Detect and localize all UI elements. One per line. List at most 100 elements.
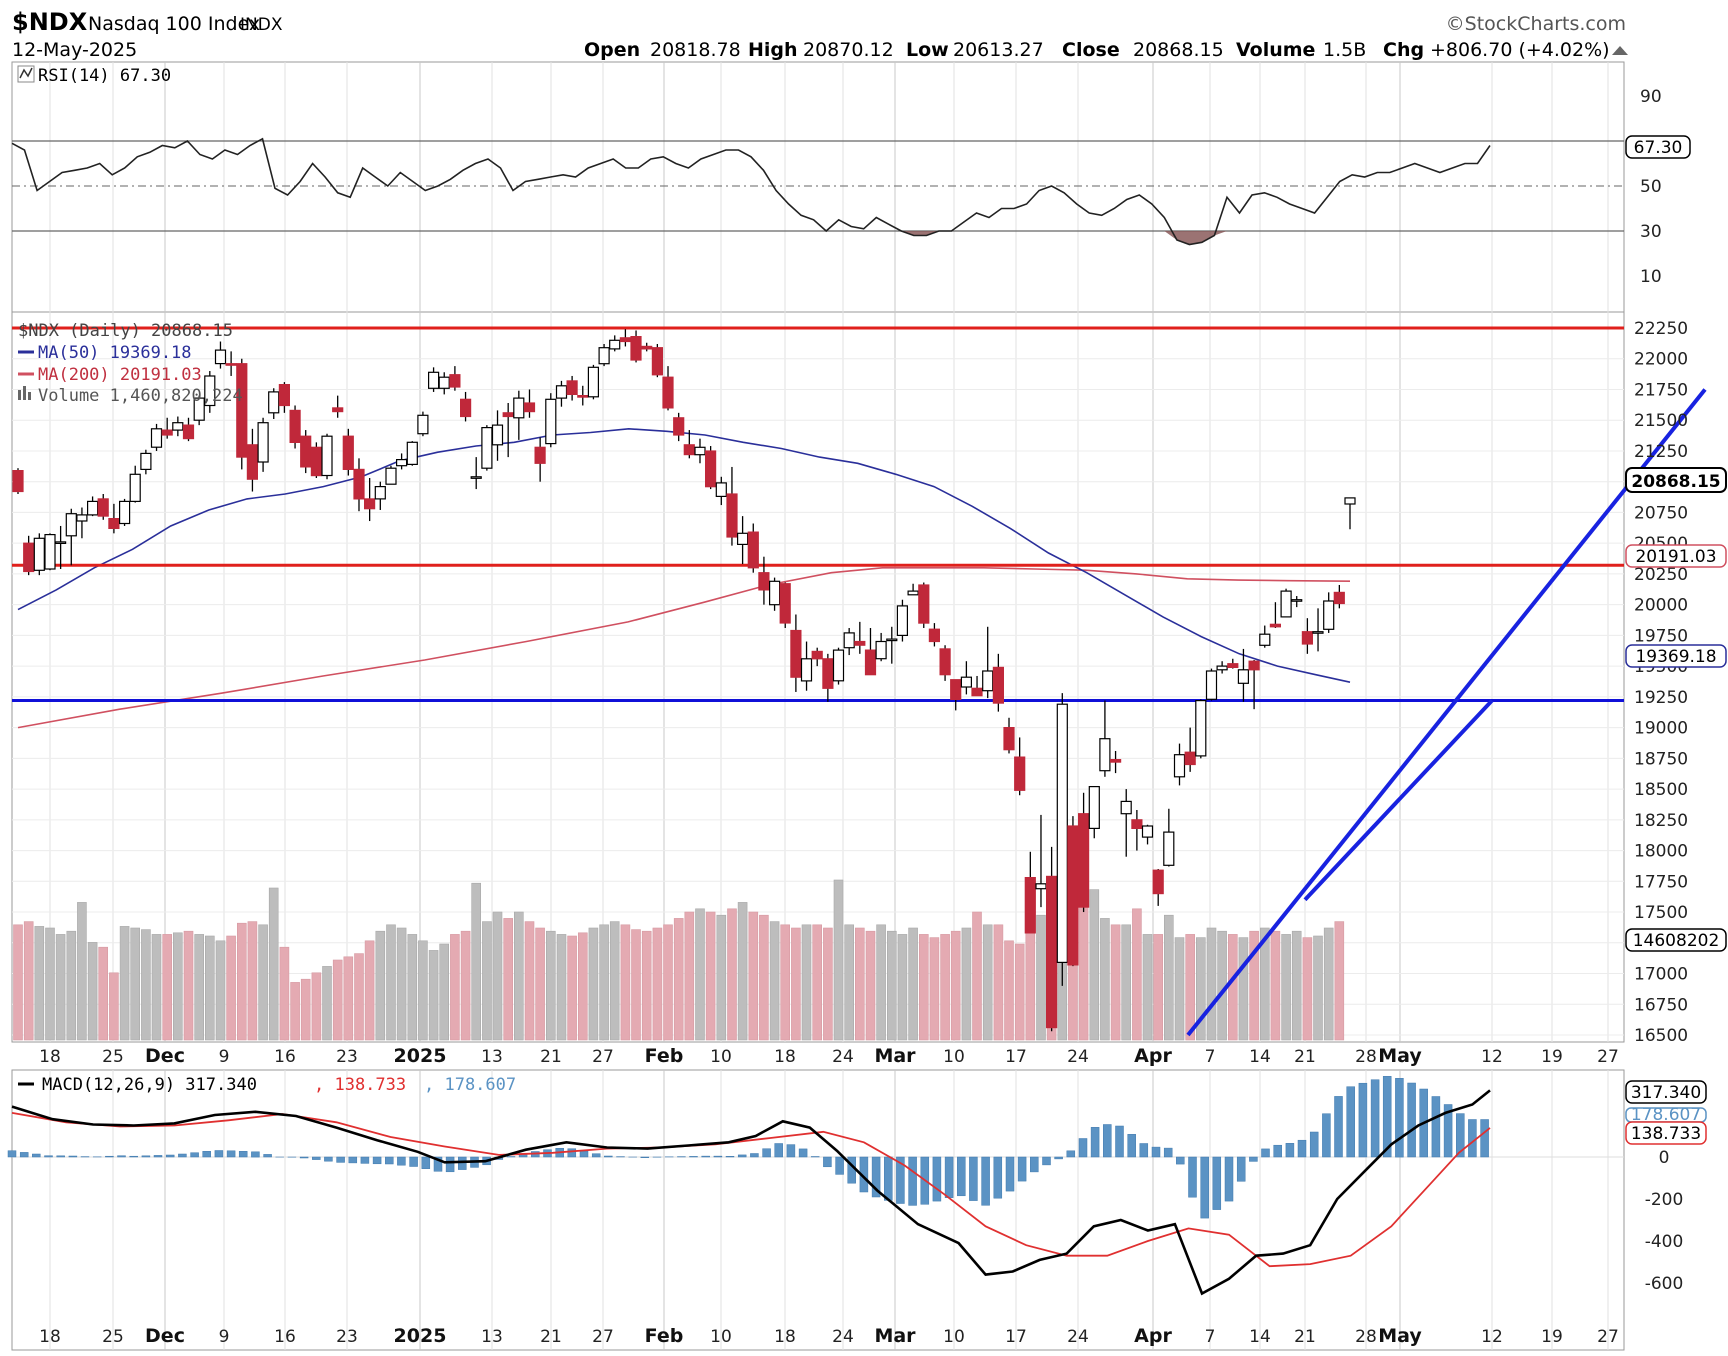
- candle-body: [97, 498, 109, 517]
- candle-body: [790, 629, 802, 678]
- macd-hist-bar: [884, 1156, 893, 1201]
- x-axis-label: 27: [1597, 1327, 1619, 1347]
- volume-bar: [396, 927, 407, 1041]
- x-axis-label: Dec: [145, 1045, 185, 1067]
- volume-bar: [1164, 914, 1174, 1041]
- candle-body: [76, 514, 88, 522]
- rsi-line: [11, 137, 1491, 246]
- volume-bar: [130, 927, 140, 1041]
- volume-bar: [34, 926, 45, 1041]
- candle-body: [214, 349, 227, 365]
- volume-bar: [620, 924, 631, 1041]
- volume-bar: [450, 934, 460, 1041]
- candle-body: [683, 444, 695, 456]
- close-value-tag: 20868.15: [1631, 472, 1720, 492]
- x-axis-label: 10: [710, 1047, 732, 1067]
- open-label: Open: [584, 39, 640, 61]
- candle-body: [811, 650, 823, 660]
- volume-bar: [524, 921, 535, 1041]
- volume-bar: [300, 978, 311, 1041]
- candle-body: [23, 542, 35, 573]
- x-axis-label: 13: [481, 1327, 503, 1347]
- candle-body: [353, 468, 365, 500]
- volume-bar: [1121, 924, 1131, 1041]
- volume-bar: [173, 932, 183, 1041]
- candle-body: [86, 500, 99, 516]
- candle-body: [971, 687, 983, 697]
- x-axis-label: 19: [1541, 1327, 1563, 1347]
- volume-bar: [833, 879, 844, 1041]
- candle-body: [182, 424, 195, 440]
- rsi-tick-label: 90: [1640, 87, 1662, 107]
- candle-body: [726, 493, 738, 538]
- x-axis-label: 13: [481, 1047, 503, 1067]
- macd-hist-bar: [896, 1156, 905, 1204]
- macd-hist-bar: [202, 1151, 211, 1158]
- x-axis-label: 9: [219, 1327, 230, 1347]
- volume-bar: [1313, 935, 1323, 1041]
- macd-hist-bar: [993, 1156, 1003, 1199]
- candle-body: [1216, 665, 1228, 671]
- candle-body: [1205, 670, 1218, 700]
- rsi-tick-label: 30: [1640, 222, 1662, 242]
- candle-body: [1184, 751, 1196, 766]
- volume-bar: [1142, 934, 1153, 1041]
- volume-bar: [237, 922, 247, 1041]
- candle-body: [822, 658, 834, 689]
- x-axis-label: 18: [774, 1047, 796, 1067]
- volume-bar: [194, 934, 204, 1041]
- x-axis-label: 12: [1481, 1327, 1503, 1347]
- volume-bar: [247, 921, 258, 1041]
- volume-bar: [279, 946, 290, 1041]
- x-axis-label: 23: [336, 1327, 358, 1347]
- macd-hist-bar: [1224, 1156, 1234, 1202]
- volume-bar: [1270, 930, 1281, 1041]
- rsi-panel-frame: [11, 61, 1625, 313]
- macd-hist-bar: [1358, 1082, 1368, 1158]
- x-axis-label: 23: [336, 1047, 358, 1067]
- volume-bar: [268, 887, 279, 1041]
- macd-hist-bar: [506, 1156, 516, 1158]
- candle-body: [1269, 623, 1282, 628]
- macd-hist-bar: [141, 1155, 151, 1158]
- macd-hist-bar: [908, 1156, 917, 1206]
- x-axis-label: 17: [1005, 1327, 1027, 1347]
- volume-bar: [98, 946, 108, 1041]
- high-value: 20870.12: [803, 39, 894, 61]
- candle-body: [555, 385, 568, 399]
- candle-body: [1014, 756, 1026, 791]
- macd-legend-hist: , 178.607: [424, 1075, 516, 1095]
- macd-hist-bar: [372, 1156, 382, 1165]
- x-axis-label: 18: [774, 1327, 796, 1347]
- x-axis-label: 24: [1067, 1327, 1089, 1347]
- volume-bar: [599, 924, 609, 1041]
- macd-hist-bar: [1382, 1076, 1392, 1158]
- volume-bar: [162, 934, 172, 1041]
- macd-hist-bar: [1322, 1113, 1331, 1158]
- macd-hist-bar: [762, 1148, 771, 1158]
- volume-bar: [876, 924, 886, 1041]
- macd-hist-bar: [810, 1156, 820, 1158]
- candle-body: [1237, 669, 1250, 684]
- rsi-panel: [11, 137, 1624, 246]
- volume-bar: [631, 929, 641, 1041]
- candle-body: [278, 384, 290, 407]
- trendline: [1186, 388, 1707, 1037]
- price-panel-frame: [11, 311, 1625, 1043]
- macd-hist-bar: [944, 1156, 954, 1198]
- candle-body: [385, 467, 397, 485]
- macd-hist-bar: [105, 1155, 114, 1158]
- ohlc-summary: Open 20818.78 High 20870.12 Low 20613.27…: [584, 39, 1628, 61]
- candle-body: [406, 441, 418, 465]
- macd-hist-bar: [981, 1156, 990, 1206]
- macd-hist-bar: [1407, 1082, 1416, 1158]
- volume-bar: [791, 927, 801, 1041]
- candle-body: [587, 366, 600, 398]
- candle-body: [268, 391, 280, 414]
- candle-body: [396, 459, 408, 467]
- candle-body: [630, 336, 642, 361]
- candle-body: [854, 640, 866, 646]
- macd-hist-bar: [214, 1150, 224, 1158]
- rsi-value-tag: 67.30: [1634, 138, 1683, 158]
- candle-body: [1141, 825, 1154, 838]
